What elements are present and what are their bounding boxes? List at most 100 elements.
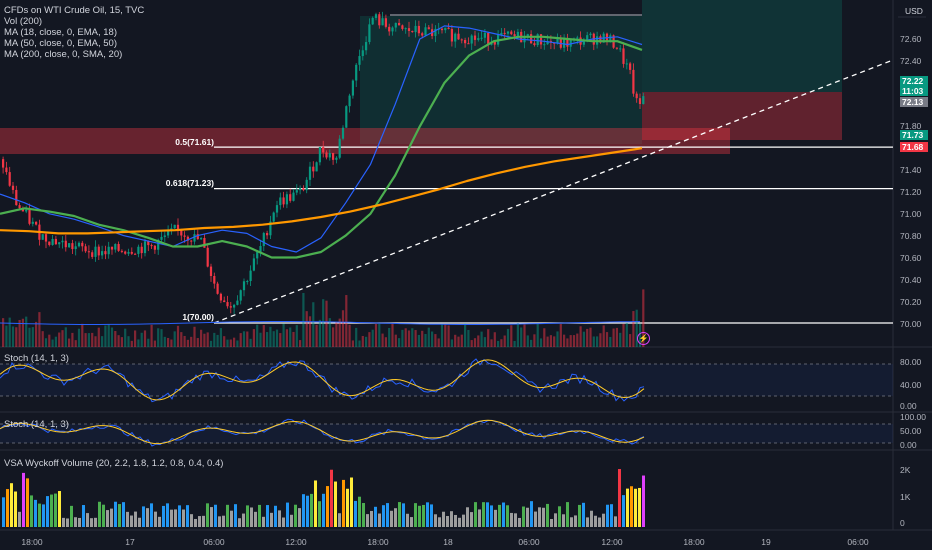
volume-bar: [434, 334, 437, 347]
time-axis-label: 06:00: [518, 537, 540, 547]
symbol-title[interactable]: CFDs on WTI Crude Oil, 15, TVC: [4, 5, 145, 16]
candle-body: [295, 190, 298, 193]
flash-event-icon[interactable]: ⚡: [637, 332, 650, 345]
fib-level-label: 0.618(71.23): [165, 178, 214, 188]
time-axis-label: 12:00: [285, 537, 307, 547]
candle-body: [384, 18, 387, 27]
volume-bar: [579, 326, 582, 347]
price-axis-label: 70.40: [900, 275, 922, 285]
volume-bar: [21, 318, 24, 347]
vsa-volume-bar: [158, 516, 161, 527]
candle-body: [209, 266, 213, 277]
candle-body: [262, 233, 265, 247]
volume-bar: [384, 337, 387, 347]
volume-bar: [388, 327, 391, 347]
vsa-volume-bar: [210, 507, 213, 527]
volume-bar: [130, 340, 133, 347]
volume-bar: [622, 323, 625, 347]
volume-bar: [8, 317, 11, 347]
volume-bar: [427, 327, 430, 347]
volume-bar: [84, 333, 87, 347]
vsa-volume-bar: [490, 505, 493, 527]
indicator-sma200[interactable]: MA (200, close, 0, SMA, 20): [4, 49, 123, 60]
volume-bar: [322, 299, 325, 347]
volume-bar: [193, 326, 196, 347]
volume-bar: [391, 323, 394, 347]
vsa-volume-bar: [482, 502, 485, 527]
volume-bar: [206, 332, 209, 347]
vsa-volume-bar: [590, 510, 593, 527]
volume-bar: [223, 336, 226, 347]
candle-body: [71, 243, 74, 250]
volume-bar: [183, 335, 186, 347]
volume-bar: [539, 338, 543, 347]
candle-body: [470, 35, 473, 44]
vsa-pane-label[interactable]: VSA Wyckoff Volume (20, 2.2, 1.8, 1.2, 0…: [4, 458, 224, 469]
price-axis-label: 70.00: [900, 319, 922, 329]
indicator-ema18[interactable]: MA (18, close, 0, EMA, 18): [4, 27, 117, 38]
stoch-pane-label[interactable]: Stoch (14, 1, 3): [4, 419, 69, 430]
volume-bar: [572, 335, 576, 347]
vsa-volume-bar: [426, 502, 429, 527]
volume-bar: [190, 336, 193, 347]
candle-body: [308, 166, 312, 180]
volume-bar: [454, 334, 457, 347]
vsa-volume-bar: [574, 515, 577, 527]
currency-label[interactable]: USD: [905, 6, 923, 16]
candle-body: [11, 185, 15, 190]
volume-bar: [450, 339, 453, 347]
candle-body: [124, 251, 127, 254]
candle-body: [401, 25, 404, 29]
stoch-axis-label: 40.00: [900, 380, 922, 390]
vsa-volume-bar: [430, 504, 433, 527]
vsa-volume-bar: [138, 517, 141, 527]
candle-body: [625, 63, 628, 65]
vsa-volume-bar: [510, 512, 513, 527]
volume-bar: [473, 338, 477, 347]
vsa-volume-bar: [342, 479, 345, 527]
volume-bar: [358, 340, 361, 347]
volume-bar: [269, 326, 272, 347]
vsa-axis-label: 1K: [900, 492, 911, 502]
volume-bar: [371, 329, 374, 347]
candle-body: [190, 240, 193, 242]
vsa-volume-bar: [414, 503, 417, 527]
vsa-volume-bar: [554, 513, 557, 527]
indicator-vol[interactable]: Vol (200): [4, 16, 43, 27]
vsa-volume-bar: [142, 506, 145, 527]
volume-bar: [233, 337, 236, 347]
vsa-volume-bar: [34, 499, 37, 527]
vsa-volume-bar: [50, 494, 53, 527]
volume-bar: [61, 330, 64, 347]
candle-body: [305, 179, 308, 191]
candle-body: [440, 28, 444, 31]
candle-body: [54, 238, 57, 245]
stoch-pane-label[interactable]: Stoch (14, 1, 3): [4, 353, 69, 364]
volume-bar: [74, 340, 77, 347]
candle-body: [516, 31, 519, 37]
price-tag: 72.13: [900, 97, 928, 107]
vsa-volume-bar: [222, 515, 225, 527]
vsa-volume-bar: [82, 505, 85, 527]
candle-body: [229, 306, 232, 308]
candle-body: [487, 32, 490, 45]
volume-bar: [203, 333, 206, 347]
candle-body: [381, 18, 384, 26]
time-axis-label: 06:00: [847, 537, 869, 547]
candle-body: [183, 235, 186, 237]
volume-bar: [407, 330, 411, 347]
candle-body: [371, 17, 374, 25]
vsa-volume-bar: [14, 491, 17, 527]
candle-body: [566, 38, 569, 47]
candle-body: [638, 98, 642, 105]
candle-body: [483, 32, 486, 38]
candle-body: [107, 246, 110, 255]
indicator-ema50[interactable]: MA (50, close, 0, EMA, 50): [4, 38, 117, 49]
volume-bar: [101, 336, 104, 347]
vsa-volume-bar: [434, 514, 437, 527]
volume-bar: [137, 339, 140, 347]
volume-bar: [167, 337, 170, 347]
candle-body: [61, 240, 64, 243]
volume-bar: [576, 333, 579, 347]
